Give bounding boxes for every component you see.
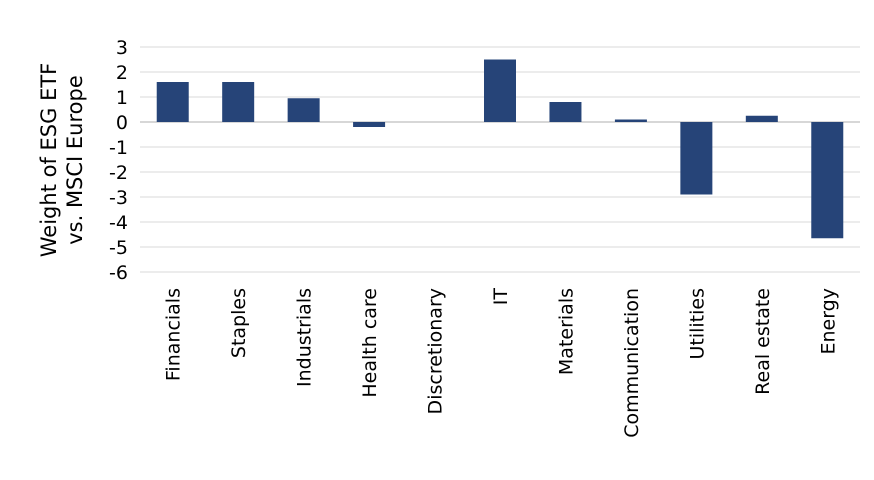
y-tick-label: 2 [116,62,128,84]
bar-communication [614,119,647,122]
y-tick-label: 0 [116,112,128,134]
bar-energy [811,122,844,239]
gridlines [140,46,860,273]
x-category-label: Communication [621,288,643,438]
y-axis-tick-labels: 3 2 1 0 -1 -2 -3 -4 -5 -6 [109,37,128,284]
bar-health-care [353,122,386,127]
x-axis-category-labels: Financials Staples Industrials Health care D… [163,288,840,438]
y-axis-title-line-1: Weight of ESG ETF [37,63,61,257]
y-tick-label: -4 [109,212,128,234]
y-tick-label: 1 [116,87,128,109]
bar-industrials [287,98,320,122]
x-category-label: Materials [555,288,577,375]
bar-it [484,59,516,122]
y-tick-label: -1 [109,137,128,159]
x-category-label: Energy [817,288,839,355]
y-tick-label: 3 [116,37,128,59]
x-category-label: IT [490,288,512,306]
y-tick-label: -2 [109,162,128,184]
x-category-label: Financials [163,288,185,381]
x-category-label: Discretionary [425,288,447,414]
x-category-label: Real estate [752,288,774,395]
y-axis-title-line-2: vs. MSCI Europe [63,75,87,245]
bar-staples [222,82,255,122]
y-tick-label: -6 [109,262,128,284]
x-category-label: Industrials [294,288,316,387]
x-category-label: Staples [228,288,250,358]
x-category-label: Health care [359,288,381,398]
bar-financials [156,82,189,122]
x-category-label: Utilities [686,288,708,360]
bar-real-estate [745,115,778,122]
bar-materials [549,102,582,122]
y-tick-label: -5 [109,237,128,259]
bars [156,59,844,239]
bar-utilities [680,122,713,195]
y-tick-label: -3 [109,187,128,209]
